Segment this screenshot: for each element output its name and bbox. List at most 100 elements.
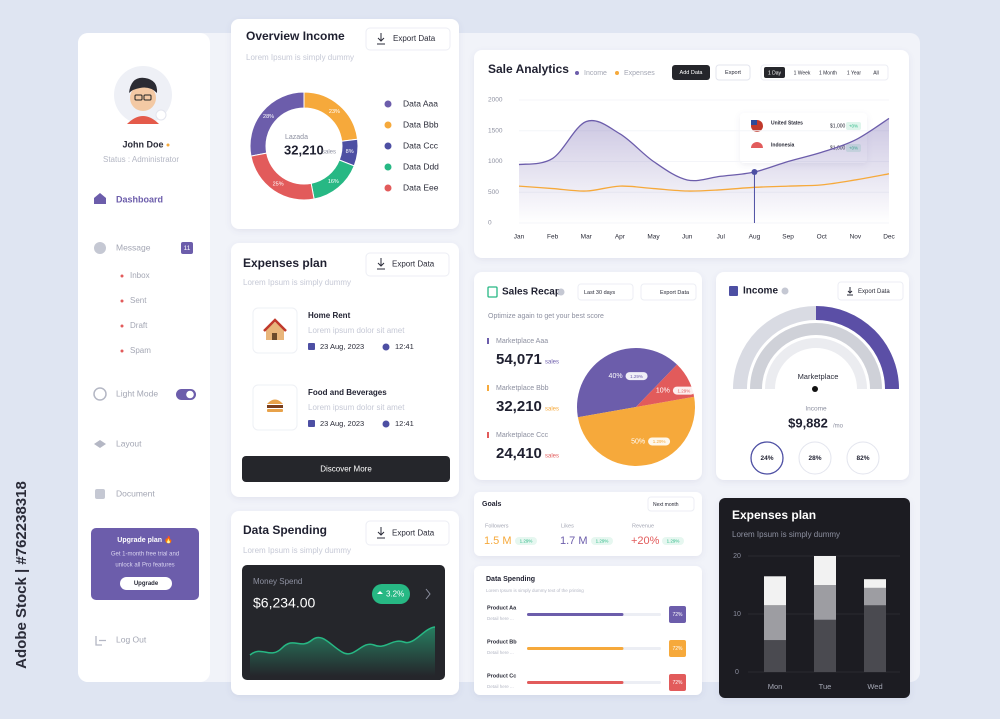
goal-label: Followers [485, 523, 509, 529]
export-button[interactable] [365, 252, 450, 277]
x-tick-label: Mon [768, 682, 783, 691]
value-badge [669, 640, 686, 657]
donut-segment [250, 152, 315, 201]
gauge-label: Marketplace [798, 372, 839, 381]
chevron [425, 588, 431, 600]
sales-unit: sales [545, 407, 559, 413]
bullet [120, 324, 124, 328]
avatar-glasses [143, 94, 152, 101]
export-button[interactable] [640, 283, 697, 301]
slice-badge [625, 372, 648, 381]
legend-dot [384, 163, 392, 171]
donut-center-unit: sales [322, 150, 336, 156]
x-tick-label: May [647, 234, 660, 241]
rate-circle [750, 441, 784, 475]
range-active [764, 67, 785, 78]
y-tick-label: 0 [488, 220, 492, 227]
nav-icon [93, 387, 107, 401]
range-label[interactable]: 1 Month [819, 70, 837, 76]
range-label[interactable]: 1 Week [794, 70, 811, 76]
discover-label: Discover More [320, 465, 372, 474]
message-count: 11 [184, 245, 191, 252]
watermark: Adobe Stock | #762238318 [13, 481, 30, 669]
legend-dot [575, 71, 579, 75]
bar-segment [814, 619, 836, 672]
tooltip-badge [846, 122, 861, 130]
submenu-item[interactable]: Draft [130, 321, 148, 330]
logout[interactable]: Log Out [116, 634, 147, 644]
export-label: Export Data [660, 290, 690, 296]
spend-area [250, 627, 435, 676]
period-select[interactable] [647, 496, 695, 512]
upgrade-button-label: Upgrade [134, 581, 159, 587]
donut-center-value: 32,210 [284, 142, 324, 157]
download-icon [377, 527, 385, 539]
card-title: Sales Recap [502, 287, 561, 298]
export-label: Export Data [858, 289, 890, 295]
x-tick-label: Aug [749, 234, 761, 241]
discover-button[interactable] [242, 456, 450, 482]
pie-slice [636, 364, 695, 407]
export-button[interactable] [715, 64, 751, 81]
calendar-icon [308, 420, 315, 427]
range-label[interactable]: All [873, 70, 879, 76]
marketplace-name: Marketplace Ccc [496, 432, 549, 439]
period-label: Next month [653, 502, 679, 508]
x-tick-label: Apr [615, 234, 626, 241]
donut-center-label: Lazada [285, 134, 308, 141]
avatar-glasses [134, 94, 143, 101]
value-label: 72% [672, 646, 683, 652]
export-button[interactable] [365, 520, 450, 546]
goal-value: +20% [631, 535, 660, 547]
legend-label: Expenses [624, 70, 655, 77]
y-tick-label: 1500 [488, 127, 503, 134]
nav-item[interactable]: Message [116, 242, 151, 252]
card-subtitle: Lorem Ipsum is simply dummy [732, 530, 840, 539]
nav-item[interactable]: Document [116, 488, 155, 498]
export-label: Export [725, 70, 741, 76]
range-label[interactable]: 1 Day [768, 70, 782, 76]
legend-dot [615, 71, 619, 75]
legend-label: Income [584, 70, 607, 77]
range-group [760, 64, 889, 81]
submenu-item[interactable]: Sent [130, 296, 147, 305]
change-badge [372, 584, 410, 604]
export-button[interactable] [837, 281, 904, 301]
product-name: Product Aa [487, 605, 517, 611]
goal-label: Likes [561, 523, 574, 529]
burger-patty [267, 405, 283, 408]
income-period: /mo [833, 424, 844, 430]
submenu-item[interactable]: Inbox [130, 271, 150, 280]
y-tick-label: 0 [735, 669, 739, 676]
legend-label: Data Eee [403, 182, 439, 192]
nav-item[interactable]: Layout [116, 438, 142, 448]
item-text: Lorem ipsum dolor sit amet [308, 403, 405, 412]
spend-label: Money Spend [253, 577, 302, 586]
y-tick-label: 20 [733, 553, 741, 560]
goals-list: Followers 1.5 M 1.29% Likes 1.7 M 1.29% Revenu… [484, 523, 684, 547]
gauge-ring [765, 338, 867, 390]
export-button[interactable] [365, 27, 451, 51]
item-date: 23 Aug, 2023 [320, 342, 364, 351]
nav-item[interactable]: Dashboard [116, 194, 163, 204]
range-label[interactable]: 1 Year [847, 70, 862, 76]
product-detail: Detail here ... [487, 616, 514, 621]
upgrade-button[interactable] [120, 577, 172, 590]
upgrade-text: Get 1-month free trial and [111, 552, 179, 558]
value-label: 72% [672, 680, 683, 686]
submenu-item[interactable]: Spam [130, 346, 151, 355]
marketplace-sales: 54,071 [496, 351, 542, 368]
upgrade-title: Upgrade plan 🔥 [117, 535, 172, 544]
focus-point [751, 168, 758, 175]
segment-label: 23% [329, 109, 340, 115]
goal-change: 1.29% [596, 539, 609, 544]
flag-part [751, 148, 763, 154]
period-select[interactable] [577, 283, 634, 301]
nav-item: Light Mode [116, 388, 158, 398]
bar-segment [864, 587, 886, 606]
download-icon [847, 287, 853, 296]
add-button[interactable] [672, 65, 710, 80]
pie-slice [577, 348, 677, 418]
slice-label: 40% [609, 373, 623, 380]
